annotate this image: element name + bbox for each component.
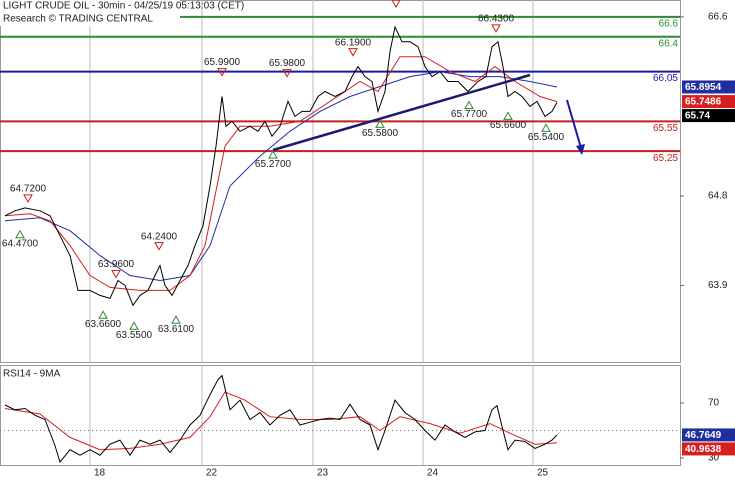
x-tick-label: 18 [94,468,106,479]
price-tag [682,428,735,442]
pivot-high-marker [348,48,358,57]
series-line [4,374,558,464]
pivot-label: 65.9900 [204,57,241,68]
price-tag [682,442,735,456]
forecast-arrowhead [576,144,585,155]
y-tick-label: 66.6 [708,12,728,23]
pivot-low-marker [15,229,25,239]
pivot-label: 65.2700 [255,159,292,170]
price-tag-label: 65.8954 [685,82,722,93]
price-tag [682,109,735,123]
pivot-label: 63.6100 [158,324,195,335]
pivot-label: 64.4700 [2,238,39,249]
pivot-label: 65.6600 [490,120,527,131]
price-tag-label: 46.7649 [685,430,722,441]
price-tag-label: 65.7486 [685,97,722,108]
level-label: 66.4 [659,38,679,49]
pivot-label: 65.9800 [269,58,306,69]
pivot-label: 66.4300 [478,13,515,24]
rsi-frame [0,365,681,466]
price-frame [0,0,681,363]
series-line [4,25,558,307]
pivot-label: 65.5400 [528,132,565,143]
level-label: 65.55 [653,123,678,134]
pivot-low-marker [129,321,139,330]
chart-title: LIGHT CRUDE OIL - 30min - 04/25/19 05:13… [3,1,244,12]
chart-subtitle: Research © TRADING CENTRAL [3,14,153,25]
y-tick-label: 30 [708,453,720,464]
pivot-label: 63.9600 [98,259,135,270]
pivot-high-marker [23,194,33,203]
trend-line [272,73,531,152]
series-line [4,71,558,282]
x-tick-label: 24 [427,468,439,479]
price-tag [682,80,735,94]
rsi-title: RSI14 - 9MA [3,369,61,380]
y-tick-label: 64.8 [708,191,728,202]
pivot-low-marker [541,123,551,132]
price-tag [682,95,735,109]
title-backdrop [0,0,180,26]
pivot-label: 64.2400 [141,231,178,242]
pivot-high-marker [391,0,401,8]
series-line [4,391,558,451]
pivot-low-marker [464,100,474,109]
pivot-low-marker [268,150,278,159]
pivot-label: 63.5500 [116,330,153,341]
pivot-low-marker [375,119,385,128]
series-line [4,56,558,291]
pivot-high-marker [491,24,501,33]
price-tag-label: 40.9638 [685,444,722,455]
x-tick-label: 22 [206,468,218,479]
x-tick-label: 25 [537,468,549,479]
level-label: 66.05 [653,73,678,84]
forecast-arrow [566,99,582,149]
pivot-high-marker [282,69,292,78]
pivot-label: 66.1900 [335,37,372,48]
pivot-label: 63.6600 [85,319,122,330]
pivot-label: 64.7200 [10,184,47,195]
x-tick-label: 23 [317,468,329,479]
y-tick-label: 70 [708,398,720,409]
y-tick-label: 63.9 [708,280,728,291]
pivot-label: 65.5800 [362,128,399,139]
pivot-high-marker [154,242,164,251]
pivot-low-marker [98,310,108,319]
pivot-high-marker [217,68,227,77]
pivot-label: 65.7700 [451,109,488,120]
level-label: 66.6 [659,19,679,30]
pivot-low-marker [503,111,513,120]
pivot-low-marker [171,315,181,324]
price-tag-label: 65.74 [685,111,710,122]
pivot-high-marker [111,269,121,279]
level-label: 65.25 [653,153,678,164]
